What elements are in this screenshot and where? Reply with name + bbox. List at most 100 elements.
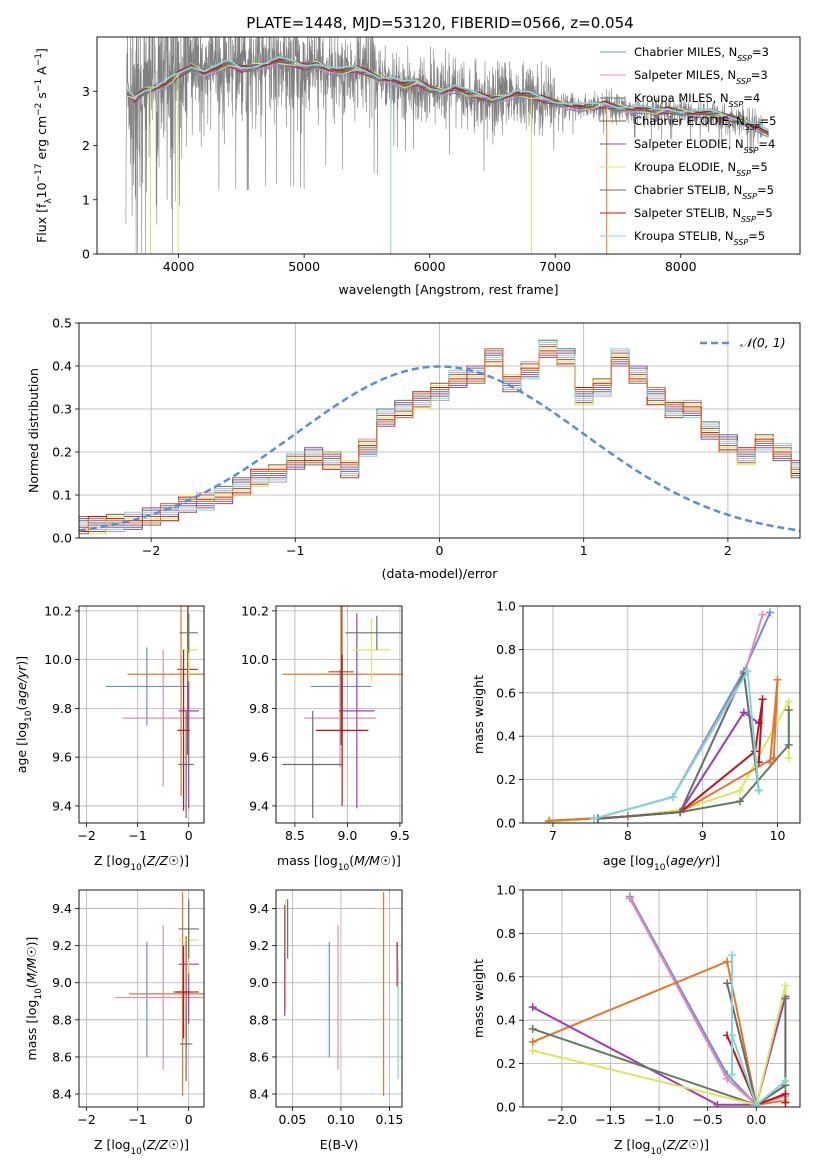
z-weight-panel-xlabel: Z [log10(Z/Z☉)] (614, 1137, 709, 1157)
x-tick-label: 5000 (288, 259, 320, 274)
z-age-panel-plot-area (106, 606, 204, 819)
y-tick-label: 9.4 (52, 798, 72, 813)
weight-marker (781, 1089, 790, 1098)
ebv-mass-panel-xlabel: E(B-V) (320, 1137, 359, 1152)
age-weight-panel: 7 8 9 10 0.0 0.2 0.4 0.6 0.8 1.0 age [log10(age/yr… (471, 599, 801, 873)
axes-frame (275, 889, 403, 1108)
y-tick-label: 9.4 (249, 901, 269, 916)
weight-marker (752, 1100, 761, 1107)
y-tick-label: 8.6 (52, 1049, 72, 1064)
mass-age-panel: 8.5 9.0 9.5 9.4 9.6 9.8 10.0 10.2 mass [log10(M/… (241, 603, 410, 873)
x-tick-label: 8000 (665, 259, 697, 274)
y-tick-label: 0.4 (496, 1013, 516, 1028)
weight-line (629, 898, 786, 1106)
weight-marker (784, 753, 793, 762)
weight-marker (545, 816, 554, 823)
spectrum-legend: Chabrier MILES, NSSP=3 Salpeter MILES, NS… (600, 45, 776, 247)
y-tick-label: 9.6 (52, 750, 72, 765)
z-mass-panel-ylabel: mass [log10(M/M☉)] (24, 937, 44, 1061)
weight-marker (754, 786, 763, 795)
spectrum-plot-area (125, 37, 769, 254)
x-tick-label: −1 (286, 543, 304, 558)
weight-marker (625, 894, 634, 903)
z-weight-panel: −2.0 −1.5 −1.0 −0.5 0.0 0.0 0.2 0.4 0.6 0.8 1.0 Z [… (471, 883, 801, 1157)
weight-marker (727, 1031, 736, 1040)
x-tick-label: −1 (128, 828, 146, 843)
weight-marker (528, 1037, 537, 1046)
z-mass-panel: −2 −1 0 8.4 8.6 8.8 9.0 9.2 9.4 Z [log10(Z/Z☉)] ma… (24, 889, 205, 1157)
x-tick-label: 6000 (414, 259, 446, 274)
model-fit-line (126, 55, 769, 131)
y-tick-label: 1.0 (496, 883, 516, 898)
weight-marker (676, 808, 685, 817)
y-tick-label: 9.0 (249, 975, 269, 990)
weight-marker (766, 608, 775, 617)
y-tick-label: 0.6 (496, 969, 516, 984)
y-tick-label: 0.4 (52, 359, 72, 374)
z-age-panel: −2 −1 0 9.4 9.6 9.8 10.0 10.2 Z [log10(Z/Z☉)] age… (14, 603, 205, 873)
normal-curve (79, 365, 800, 532)
y-tick-label: 1 (82, 192, 90, 207)
legend-entry: Kroupa MILES, NSSP=4 (634, 91, 760, 109)
y-tick-label: 0.4 (496, 729, 516, 744)
y-tick-label: 0.0 (496, 816, 516, 831)
x-tick-label: 0 (185, 828, 193, 843)
weight-line (597, 669, 760, 820)
x-tick-label: 9.0 (337, 828, 357, 843)
y-tick-label: 9.2 (52, 938, 72, 953)
y-tick-label: 1.0 (496, 599, 516, 614)
z-age-panel-ylabel: age [log10(age/yr)] (14, 656, 34, 773)
x-tick-label: −1.5 (595, 1112, 625, 1127)
legend-entry: Chabrier MILES, NSSP=3 (634, 45, 769, 63)
weight-marker (769, 753, 778, 762)
x-tick-label: 0.15 (375, 1112, 403, 1127)
z-weight-panel-ylabel: mass weight (471, 959, 486, 1038)
y-tick-label: 9.6 (249, 750, 269, 765)
x-tick-label: −0.5 (692, 1112, 722, 1127)
residuals-xlabel: (data-model)/error (382, 566, 499, 581)
weight-marker (758, 695, 767, 704)
z-weight-panel-plot-area (528, 892, 790, 1107)
spectrum-ylabel: Flux [fλ10−17 erg cm−2 s−1 A−1] (34, 48, 54, 243)
weight-marker (773, 675, 782, 684)
legend-entry: Chabrier STELIB, NSSP=5 (634, 183, 774, 201)
x-tick-label: −1.0 (644, 1112, 674, 1127)
y-tick-label: 0.6 (496, 685, 516, 700)
y-tick-label: 9.8 (52, 701, 72, 716)
weight-line (532, 960, 786, 1106)
y-tick-label: 8.4 (52, 1087, 72, 1102)
z-mass-panel-plot-area (114, 891, 204, 1096)
x-tick-label: 2 (724, 543, 732, 558)
weight-marker (758, 610, 767, 619)
weight-marker (528, 1003, 537, 1012)
model-fit-line (126, 61, 769, 136)
legend-entry: Salpeter ELODIE, NSSP=4 (634, 137, 775, 155)
ebv-mass-panel: 0.05 0.10 0.15 8.4 8.6 8.8 9.0 9.2 9.4 E(B-V) (249, 889, 403, 1152)
weight-marker (528, 1046, 537, 1055)
y-tick-label: 0.0 (52, 531, 72, 546)
y-tick-label: 0.5 (52, 316, 72, 331)
x-tick-label: 8.5 (285, 828, 305, 843)
weight-marker (784, 706, 793, 715)
y-tick-label: 3 (82, 84, 90, 99)
residuals-ylabel: Normed distribution (26, 368, 41, 493)
age-weight-panel-xlabel: age [log10(age/yr)] (603, 853, 720, 873)
weight-marker (723, 979, 732, 988)
weight-marker (727, 1070, 736, 1079)
axes-frame (78, 605, 205, 824)
residuals-plot-area (79, 339, 800, 535)
weight-marker (743, 667, 752, 676)
weight-marker (781, 1076, 790, 1085)
x-tick-label: −2.0 (547, 1112, 577, 1127)
weight-marker (766, 758, 775, 767)
weight-line (726, 1035, 787, 1107)
ebv-mass-panel-plot-area (284, 891, 399, 1096)
residual-histogram (79, 348, 800, 535)
x-tick-label: 1 (580, 543, 588, 558)
legend-entry: Kroupa STELIB, NSSP=5 (634, 229, 765, 247)
normal-legend-label: 𝒩(0, 1) (740, 335, 786, 350)
y-tick-label: 8.6 (249, 1049, 269, 1064)
weight-marker (784, 740, 793, 749)
axes-frame (275, 605, 403, 824)
